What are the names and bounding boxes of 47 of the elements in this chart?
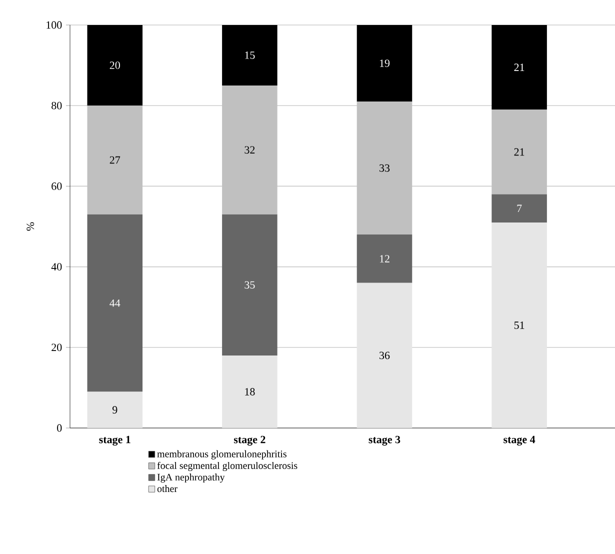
y-tick-label: 100 [46,21,62,29]
bar [356,102,412,235]
data-label: 20 [110,62,120,70]
data-label: 32 [244,146,255,154]
y-tick-label: 40 [51,263,62,271]
y-tick-label: 80 [52,102,62,110]
bar [87,214,143,392]
data-label: 7 [517,204,522,212]
bar [222,85,278,214]
bar [492,194,547,222]
data-label: 21 [514,148,524,156]
bar [492,110,547,194]
data-label: 9 [112,406,118,414]
bar [492,222,547,428]
bar [87,24,143,106]
data-label: 35 [244,281,255,289]
data-label: 27 [110,156,120,164]
x-tick-label: stage 3 [368,436,400,446]
bar [87,392,143,428]
bar [87,106,143,214]
data-label: 44 [110,299,120,307]
y-tick-label: 0 [57,424,62,432]
bar [356,282,412,428]
data-label: 12 [380,255,390,262]
legend-label: other [157,485,178,492]
data-label: 51 [514,322,524,329]
y-tick-label: 60 [52,182,62,190]
legend-label: membranous glomerulonephritis [157,450,286,460]
y-axis-title: % [26,222,34,231]
bar [222,214,278,356]
data-label: 36 [380,352,390,360]
data-label: 15 [245,52,255,59]
data-label: 33 [380,164,390,172]
bar [356,24,412,102]
x-tick-label: stage 4 [504,436,536,446]
bar [356,234,412,283]
legend-label: IgA nephropathy [157,474,225,483]
data-label: 21 [514,64,524,71]
bar [222,355,278,428]
y-tick-label: 20 [52,344,62,352]
data-label: 18 [245,388,255,396]
data-label: 19 [380,60,390,67]
x-tick-label: stage 1 [99,436,130,446]
legend-label: focal segmental glomerulosclerosis [157,462,298,472]
x-tick-label: stage 2 [234,436,266,446]
bar [492,24,547,110]
bar [222,24,278,86]
